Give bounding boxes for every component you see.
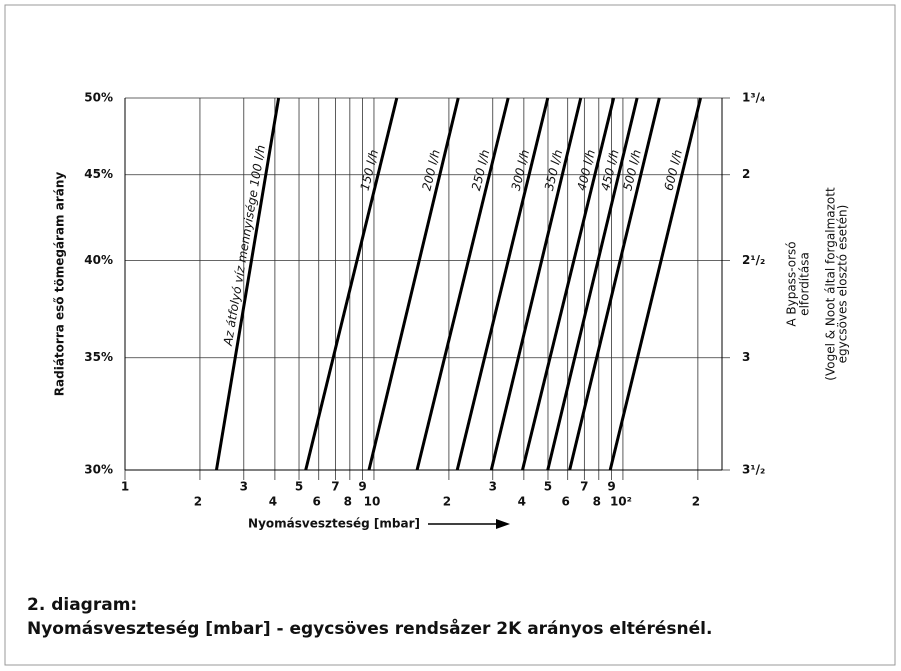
- x-tick-label: 9: [358, 480, 366, 494]
- flow-line: [489, 97, 583, 471]
- x-tick-label: 4: [518, 495, 526, 509]
- y-tick-label: 45%: [84, 167, 113, 181]
- x-tick-label: 10: [364, 495, 381, 509]
- y2-tick-label: 2: [742, 167, 750, 181]
- flow-line: [367, 97, 460, 471]
- y-tick-label: 50%: [84, 91, 113, 105]
- y-tick-label: 35%: [84, 350, 113, 364]
- flow-line: [521, 97, 616, 471]
- series-label: 200 l/h: [419, 148, 442, 192]
- x-tick-label: 1: [121, 480, 129, 494]
- x-tick-label: 7: [580, 480, 588, 494]
- x-tick-label: 9: [607, 480, 615, 494]
- x-tick-label: 2: [692, 495, 700, 509]
- x-tick-label: 4: [269, 495, 277, 509]
- x-tick-label: 6: [313, 495, 321, 509]
- y2-tick-label: 2¹/₂: [742, 253, 765, 267]
- x-tick-label: 6: [562, 495, 570, 509]
- flow-line: [608, 97, 703, 471]
- series-label: 400 l/h: [574, 148, 598, 192]
- x-tick-label: 5: [544, 480, 552, 494]
- y-axis-label: Radiátorra eső tömegáram arány: [53, 172, 67, 397]
- y2-axis-note: (Vogel & Noot által forgalmazott: [824, 187, 838, 381]
- y2-tick-label: 3: [742, 350, 750, 364]
- x-tick-label: 5: [295, 480, 303, 494]
- y2-axis-note: egycsöves elosztó esetén): [836, 205, 850, 364]
- series-label: 300 l/h: [509, 148, 532, 192]
- caption: 2. diagram:: [27, 595, 137, 615]
- flow-line: [214, 97, 281, 471]
- flow-line: [546, 97, 639, 471]
- y2-axis-label: A Bypass-orsó: [785, 241, 799, 326]
- flow-line: [415, 97, 510, 471]
- x-tick-label: 2: [194, 495, 202, 509]
- y2-tick-label: 1³/₄: [742, 91, 765, 105]
- series-label: 250 l/h: [469, 148, 493, 192]
- y2-tick-label: 3¹/₂: [742, 463, 765, 477]
- flow-line: [455, 97, 550, 471]
- y2-axis-label: elfordítása: [798, 252, 812, 316]
- frame: [4, 4, 896, 666]
- caption: Nyomásveszteség [mbar] - egycsöves rends…: [27, 617, 712, 639]
- y-tick-label: 40%: [84, 253, 113, 267]
- series-label: 150 l/h: [358, 148, 382, 192]
- x-tick-label: 8: [344, 495, 352, 509]
- y-tick-label: 30%: [84, 463, 113, 477]
- x-tick-label: 7: [331, 480, 339, 494]
- x-tick-label: 3: [489, 480, 497, 494]
- x-axis-label: Nyomásveszteség [mbar]: [248, 517, 420, 531]
- series-label: 350 l/h: [542, 148, 565, 192]
- x-tick-label: 2: [443, 495, 451, 509]
- x-tick-label: 3: [240, 480, 248, 494]
- series-label: 600 l/h: [662, 148, 685, 192]
- series-label: 450 l/h: [598, 148, 621, 192]
- x-tick-label: 8: [593, 495, 601, 509]
- flow-line: [304, 97, 399, 471]
- flow-line: [568, 97, 661, 471]
- x-tick-label: 10²: [610, 495, 632, 509]
- x-axis-arrowhead: [496, 519, 510, 529]
